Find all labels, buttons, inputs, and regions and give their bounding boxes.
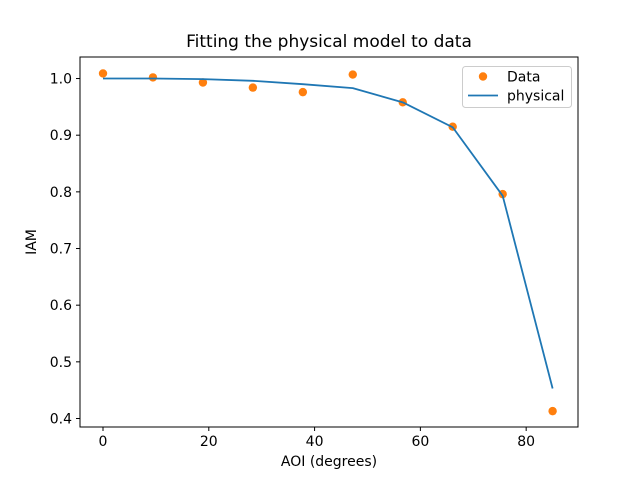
y-tick-label: 1.0 [50,72,72,88]
y-tick-label: 0.9 [50,128,72,144]
x-axis-ticks: 0 20 40 60 80 [99,427,535,450]
x-tick-label: 20 [200,434,218,450]
y-tick-label: 0.4 [50,412,72,428]
legend: Data physical [462,66,572,108]
x-tick-label: 60 [411,434,429,450]
plot-area-spines [79,56,579,428]
legend-label-physical: physical [507,89,564,105]
chart-title: Fitting the physical model to data [186,32,472,52]
y-tick-label: 0.7 [50,242,72,258]
x-tick-label: 80 [517,434,535,450]
x-tick-label: 40 [306,434,324,450]
y-axis-ticks: 0.4 0.5 0.6 0.7 0.8 0.9 1.0 [50,72,80,428]
x-tick-label: 0 [99,434,108,450]
y-tick-label: 0.5 [50,355,72,371]
data-point [298,87,308,97]
data-point [548,406,557,416]
y-tick-label: 0.6 [50,298,72,314]
y-axis-label: IAM [24,229,40,255]
legend-marker-data-icon [478,72,488,81]
data-point [148,73,158,82]
data-point [248,83,258,92]
model-line-physical [103,77,554,389]
legend-label-data: Data [507,70,540,86]
legend-box [462,66,572,108]
data-point [348,70,357,79]
data-point [198,78,208,87]
x-axis-label: AOI (degrees) [281,454,377,470]
plot-series [98,69,557,416]
y-tick-label: 0.8 [50,185,72,201]
data-point [98,69,108,78]
